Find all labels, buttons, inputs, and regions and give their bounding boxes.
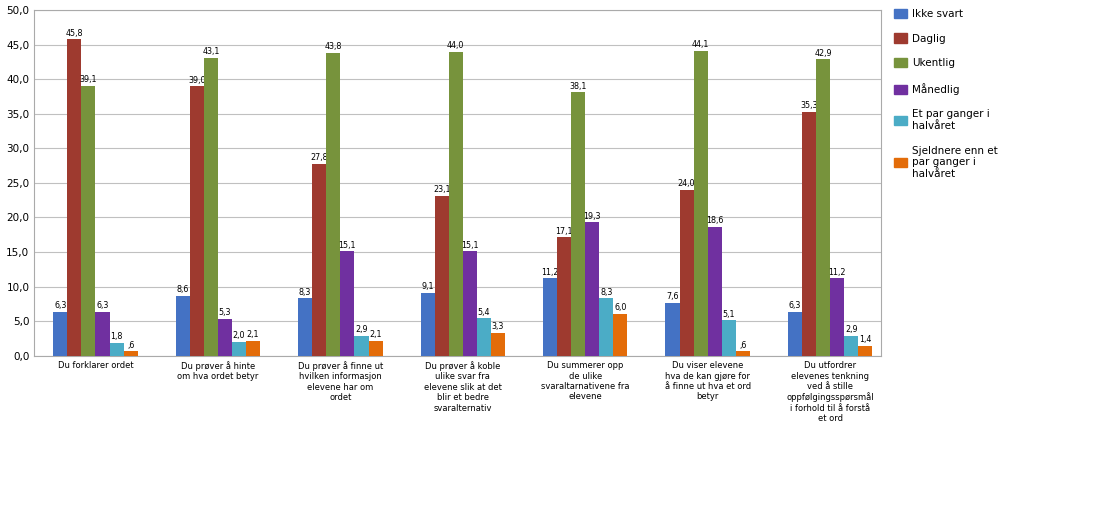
Text: 15,1: 15,1 [339, 241, 356, 249]
Bar [830, 278, 844, 356]
Text: 24,0: 24,0 [678, 179, 696, 188]
Text: 42,9: 42,9 [815, 49, 832, 57]
Text: 9,1: 9,1 [422, 282, 434, 291]
Text: 8,6: 8,6 [176, 285, 189, 295]
Text: 8,3: 8,3 [299, 288, 312, 297]
Bar [232, 342, 246, 356]
Text: 35,3: 35,3 [800, 101, 818, 110]
Text: 39,1: 39,1 [79, 75, 97, 84]
Text: 17,1: 17,1 [555, 227, 573, 236]
Text: 11,2: 11,2 [542, 268, 559, 276]
Bar [53, 312, 67, 356]
Bar [204, 58, 218, 356]
Text: 19,3: 19,3 [584, 211, 601, 220]
Text: 6,3: 6,3 [54, 301, 66, 310]
Bar [176, 296, 189, 356]
Bar [557, 238, 571, 356]
Text: 38,1: 38,1 [569, 82, 587, 91]
Bar [435, 196, 449, 356]
Bar [859, 346, 872, 356]
Text: 45,8: 45,8 [66, 28, 83, 38]
Bar [844, 336, 859, 356]
Bar [788, 312, 802, 356]
Text: ,6: ,6 [739, 341, 746, 350]
Bar [491, 333, 505, 356]
Text: 3,3: 3,3 [492, 322, 504, 331]
Text: 5,3: 5,3 [219, 308, 231, 318]
Text: 2,9: 2,9 [844, 325, 858, 334]
Text: 7,6: 7,6 [666, 293, 678, 301]
Bar [298, 298, 313, 356]
Bar [477, 319, 491, 356]
Bar [571, 92, 586, 356]
Bar [665, 303, 679, 356]
Text: 15,1: 15,1 [461, 241, 479, 249]
Bar [123, 352, 138, 356]
Bar [735, 352, 750, 356]
Bar [679, 190, 694, 356]
Text: 6,3: 6,3 [96, 301, 109, 310]
Text: 2,9: 2,9 [356, 325, 368, 334]
Bar [599, 298, 613, 356]
Bar [81, 85, 96, 356]
Bar [340, 251, 355, 356]
Text: 18,6: 18,6 [706, 216, 723, 226]
Bar [543, 278, 557, 356]
Legend: Ikke svart, Daglig, Ukentlig, Månedlig, Et par ganger i
halvåret, Sjeldnere enn : Ikke svart, Daglig, Ukentlig, Månedlig, … [894, 9, 998, 179]
Bar [802, 112, 816, 356]
Text: 27,8: 27,8 [310, 153, 328, 162]
Bar [586, 223, 599, 356]
Bar [421, 293, 435, 356]
Text: 2,1: 2,1 [247, 330, 260, 339]
Bar [816, 59, 830, 356]
Text: 5,1: 5,1 [722, 310, 735, 319]
Text: 5,4: 5,4 [478, 307, 490, 316]
Text: 39,0: 39,0 [188, 76, 206, 84]
Text: 6,0: 6,0 [614, 303, 626, 312]
Text: ,6: ,6 [127, 341, 134, 350]
Bar [96, 312, 109, 356]
Bar [708, 227, 722, 356]
Text: 1,8: 1,8 [110, 332, 123, 341]
Bar [449, 52, 462, 356]
Text: 1,4: 1,4 [859, 335, 872, 344]
Bar [67, 39, 81, 356]
Bar [369, 341, 382, 356]
Bar [109, 343, 123, 356]
Bar [218, 319, 232, 356]
Bar [326, 53, 340, 356]
Text: 2,1: 2,1 [369, 330, 382, 339]
Text: 8,3: 8,3 [600, 288, 612, 297]
Text: 43,8: 43,8 [325, 42, 342, 51]
Bar [189, 86, 204, 356]
Bar [355, 336, 369, 356]
Text: 23,1: 23,1 [433, 185, 450, 195]
Bar [246, 341, 260, 356]
Text: 6,3: 6,3 [788, 301, 802, 310]
Text: 44,0: 44,0 [447, 41, 465, 50]
Bar [613, 314, 628, 356]
Text: 2,0: 2,0 [232, 331, 246, 340]
Text: 44,1: 44,1 [691, 40, 709, 49]
Text: 11,2: 11,2 [828, 268, 846, 276]
Bar [462, 251, 477, 356]
Bar [722, 321, 735, 356]
Bar [694, 51, 708, 356]
Bar [313, 164, 326, 356]
Text: 43,1: 43,1 [203, 47, 219, 56]
